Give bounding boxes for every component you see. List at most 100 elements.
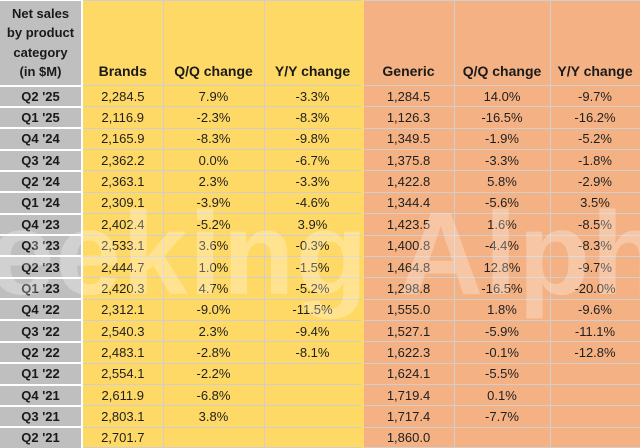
cell: 2,483.1 <box>81 341 164 364</box>
cell: 2,803.1 <box>81 405 164 428</box>
cell: 3.6% <box>162 234 265 257</box>
cell: -16.5% <box>453 277 551 300</box>
row-label: Q1 '22 <box>0 362 83 385</box>
cell <box>263 362 363 386</box>
cell: 2,284.5 <box>81 84 164 108</box>
cell: 3.5% <box>549 191 640 215</box>
cell: 1,126.3 <box>360 106 455 129</box>
row-label: Q1 '24 <box>0 191 83 214</box>
cell: -0.1% <box>453 341 551 364</box>
cell: -5.6% <box>453 191 551 215</box>
table-row: Q3 '21 2,803.1 3.8% 1,717.4 -7.7% <box>0 404 640 428</box>
cell <box>549 405 640 428</box>
cell: -5.2% <box>549 127 640 151</box>
cell: 1,298.8 <box>360 277 455 300</box>
cell: -9.6% <box>549 298 640 321</box>
cell: 1,527.1 <box>360 319 455 343</box>
cell: -1.9% <box>453 127 551 151</box>
cell: 5.8% <box>453 170 551 193</box>
cell: 1,464.8 <box>360 255 455 279</box>
column-header-generic-yy: Y/Y change <box>549 0 640 86</box>
cell: -0.3% <box>263 234 363 257</box>
cell: -4.4% <box>453 234 551 257</box>
table-row: Q1 '24 2,309.1 -3.9% -4.6% 1,344.4 -5.6% 3.5% <box>0 191 640 215</box>
column-header-generic-qq: Q/Q change <box>453 0 551 86</box>
cell: 2,533.1 <box>81 234 164 257</box>
table-row: Q4 '21 2,611.9 -6.8% 1,719.4 0.1% <box>0 383 640 407</box>
cell: -2.9% <box>549 170 640 193</box>
table-row: Q2 '21 2,701.7 1,860.0 <box>0 426 640 448</box>
cell: 1,349.5 <box>360 127 455 151</box>
cell: 2.3% <box>162 319 265 343</box>
cell: 2,611.9 <box>81 384 164 407</box>
column-header-brands: Brands <box>81 0 164 86</box>
cell: -9.0% <box>162 298 265 321</box>
cell: -20.0% <box>549 277 640 300</box>
table-title-line: Net sales <box>11 5 70 21</box>
cell: -2.2% <box>162 362 265 386</box>
cell <box>453 426 551 448</box>
cell: 12.8% <box>453 255 551 279</box>
cell: 4.7% <box>162 277 265 300</box>
table-title-line: by product <box>6 25 75 40</box>
cell: -3.3% <box>263 84 363 108</box>
cell: -5.9% <box>453 319 551 343</box>
cell: 1,860.0 <box>360 426 455 448</box>
cell: 2,165.9 <box>81 127 164 151</box>
table-row: Q3 '22 2,540.3 2.3% -9.4% 1,527.1 -5.9% -11.1% <box>0 319 640 343</box>
table-row: Q2 '23 2,444.7 1.0% -1.5% 1,464.8 12.8% -9.7% <box>0 255 640 279</box>
cell: 7.9% <box>162 84 265 108</box>
cell: -3.3% <box>453 149 551 172</box>
cell: -9.8% <box>263 127 363 151</box>
cell: 2,363.1 <box>81 170 164 193</box>
row-label: Q4 '24 <box>0 127 83 150</box>
cell <box>549 384 640 407</box>
cell: 1,423.5 <box>360 213 455 236</box>
row-label: Q4 '23 <box>0 212 83 236</box>
column-header-generic: Generic <box>360 0 455 86</box>
row-label: Q1 '25 <box>0 105 83 129</box>
row-label: Q2 '25 <box>0 84 83 107</box>
cell: -12.8% <box>549 341 640 364</box>
cell: -8.3% <box>263 106 363 129</box>
cell: -16.5% <box>453 106 551 129</box>
cell: 2,362.2 <box>81 149 164 172</box>
cell: -5.5% <box>453 362 551 386</box>
table-row: Q4 '23 2,402.4 -5.2% 3.9% 1,423.5 1.6% -8.5% <box>0 212 640 236</box>
cell: 1,400.8 <box>360 234 455 257</box>
cell: 1,344.4 <box>360 191 455 215</box>
cell: 2,309.1 <box>81 191 164 215</box>
cell: 1,622.3 <box>360 341 455 364</box>
cell: -2.3% <box>162 106 265 129</box>
cell: -8.3% <box>162 127 265 151</box>
cell <box>263 426 363 448</box>
cell: 2,540.3 <box>81 319 164 343</box>
table-row: Q4 '24 2,165.9 -8.3% -9.8% 1,349.5 -1.9% -5.2% <box>0 127 640 151</box>
cell <box>162 426 265 448</box>
header-row: Net sales by product category (in $M) Br… <box>0 0 640 87</box>
row-label: Q3 '23 <box>0 233 83 257</box>
cell <box>263 405 363 428</box>
row-label: Q2 '23 <box>0 255 83 278</box>
cell: 2,701.7 <box>81 426 164 448</box>
cell: 3.9% <box>263 213 363 236</box>
cell: -7.7% <box>453 405 551 428</box>
cell: -3.3% <box>263 170 363 193</box>
table-title-line: category <box>13 44 68 60</box>
table-title-line: (in $M) <box>19 64 62 79</box>
cell: -6.7% <box>263 149 363 172</box>
cell: -3.9% <box>162 191 265 215</box>
cell: -1.5% <box>263 255 363 279</box>
table-row: Q4 '22 2,312.1 -9.0% -11.5% 1,555.0 1.8% -9.6% <box>0 298 640 321</box>
row-label: Q3 '22 <box>0 319 83 342</box>
cell: 2,444.7 <box>81 255 164 279</box>
row-label: Q4 '21 <box>0 383 83 406</box>
cell: 1.8% <box>453 298 551 321</box>
cell: 1,422.8 <box>360 170 455 193</box>
cell: 1,717.4 <box>360 405 455 428</box>
cell: 0.1% <box>453 384 551 407</box>
column-header-brands-qq: Q/Q change <box>162 0 265 86</box>
cell: -9.4% <box>263 319 363 343</box>
cell: -1.8% <box>549 149 640 172</box>
